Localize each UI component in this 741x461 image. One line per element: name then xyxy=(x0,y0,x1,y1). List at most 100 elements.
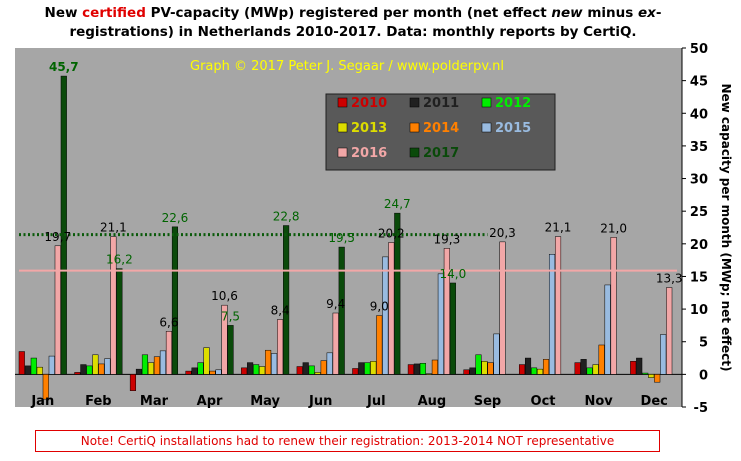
title-part-4: -registrations) in Netherlands 2010-2017… xyxy=(69,5,662,40)
bar-2010-jul xyxy=(352,368,359,375)
bar-2017-jan xyxy=(60,75,67,375)
bar-2012-may xyxy=(253,364,260,375)
y-tick-label: 0 xyxy=(699,368,708,383)
data-label-2016-nov: 21,0 xyxy=(600,221,627,235)
bar-2016-aug xyxy=(443,248,450,375)
warning-note: Note! CertiQ installations had to renew … xyxy=(35,430,660,452)
data-label-2017-jul: 24,7 xyxy=(384,197,411,211)
bar-2017-aug xyxy=(449,282,456,375)
bar-2010-jan xyxy=(18,351,25,375)
bar-2011-mar xyxy=(135,368,143,375)
legend-swatch-2011 xyxy=(409,97,420,108)
x-tick-label-jul: Jul xyxy=(366,394,386,409)
data-label-2016-jul: 20,2 xyxy=(378,227,405,241)
y-tick-label: 20 xyxy=(690,238,708,253)
bar-2014-apr xyxy=(209,370,216,375)
bar-2014-jan xyxy=(42,374,49,400)
bar-2010-oct xyxy=(518,364,526,375)
bar-2013-may xyxy=(259,366,266,375)
reference-lines xyxy=(19,233,677,272)
y-tick-label: 30 xyxy=(690,173,708,188)
bar-2010-nov xyxy=(574,362,581,375)
bar-2014-oct xyxy=(542,359,550,375)
bar-2011-aug xyxy=(413,363,420,375)
bar-2015-feb xyxy=(104,358,111,375)
legend-label-2011: 2011 xyxy=(423,96,459,111)
bar-2012-oct xyxy=(530,367,538,375)
bar-2012-apr xyxy=(197,362,204,375)
y-tick-label: -5 xyxy=(694,401,708,416)
data-label-2016-may: 8,4 xyxy=(271,304,290,318)
data-label-2016-sep: 20,3 xyxy=(489,226,516,240)
bar-2010-feb xyxy=(74,372,81,375)
bar-2013-sep xyxy=(481,361,488,375)
x-tick-label-mar: Mar xyxy=(140,394,169,409)
bar-2011-oct xyxy=(524,357,532,375)
bar-2011-feb xyxy=(80,364,87,375)
bar-2015-dec xyxy=(660,334,667,375)
legend-swatch-2015 xyxy=(481,122,492,133)
data-label-2016-oct: 21,1 xyxy=(545,221,572,235)
title-italic-ex: ex xyxy=(637,5,656,21)
title-italic-new: new xyxy=(551,5,583,21)
y-axis-label: New capacity per month (MWp; net effect) xyxy=(719,83,733,371)
bar-2010-dec xyxy=(630,361,637,375)
bar-2013-jul xyxy=(370,361,377,375)
legend-label-2014: 2014 xyxy=(423,121,459,136)
bar-2012-mar xyxy=(141,354,149,375)
credit-text: Graph © 2017 Peter J. Segaar / www.polde… xyxy=(190,59,504,74)
bar-2012-jun xyxy=(308,365,315,375)
chart-title: New certified PV-capacity (MWp) register… xyxy=(8,4,698,42)
bar-2015-jun xyxy=(326,352,333,375)
bars-group xyxy=(18,75,673,400)
bar-2011-may xyxy=(247,362,254,375)
bar-2016-oct xyxy=(554,236,562,375)
bar-2013-jun xyxy=(314,372,321,375)
bar-2015-apr xyxy=(215,369,222,375)
bar-2013-dec xyxy=(648,374,655,378)
legend: 2010 2011 2012 2013 2014 2015 2016 2017 xyxy=(325,93,556,171)
bar-2011-sep xyxy=(469,367,476,375)
data-label-2017-jan: 45,7 xyxy=(49,60,79,74)
axis-lines xyxy=(15,48,683,407)
bar-2014-aug xyxy=(431,359,438,375)
legend-label-2017: 2017 xyxy=(423,146,459,161)
bar-2014-jun xyxy=(320,360,327,375)
bar-2012-jan xyxy=(30,357,37,375)
data-label-2017-apr: 7,5 xyxy=(221,309,240,323)
bar-2016-jan xyxy=(54,245,61,375)
bar-2011-apr xyxy=(191,367,198,375)
bar-2010-apr xyxy=(185,370,192,375)
legend-swatch-2012 xyxy=(481,97,492,108)
bar-2016-nov xyxy=(610,237,617,375)
y-tick-label: 45 xyxy=(690,75,708,90)
title-part-2: PV-capacity (MWp) registered per month (… xyxy=(145,5,552,21)
bar-2012-dec xyxy=(642,372,649,375)
legend-label-2013: 2013 xyxy=(351,121,387,136)
bar-2017-jun xyxy=(338,246,345,375)
bar-2014-may xyxy=(265,349,272,375)
bar-2011-jan xyxy=(24,365,31,375)
y-tick-label: 10 xyxy=(690,303,708,318)
bar-2013-apr xyxy=(203,347,210,375)
data-label-2017-feb: 16,2 xyxy=(106,253,133,267)
legend-swatch-2017 xyxy=(409,147,420,158)
x-tick-label-feb: Feb xyxy=(85,394,111,409)
bar-2014-sep xyxy=(487,362,494,375)
bar-2011-nov xyxy=(580,359,587,375)
bar-2016-jul xyxy=(388,242,395,375)
bar-2012-feb xyxy=(86,365,93,375)
data-label-2016-aug: 19,3 xyxy=(434,232,461,246)
bar-2015-aug xyxy=(437,273,444,375)
bar-2013-feb xyxy=(92,354,99,375)
bar-2013-mar xyxy=(147,362,155,375)
x-tick-label-nov: Nov xyxy=(584,394,613,409)
legend-swatch-2013 xyxy=(337,122,348,133)
data-labels: 45,7 19,7 21,1 16,2 6,6 22,6 10,6 7,5 8,4 22,8 9,4… xyxy=(44,60,682,329)
legend-swatch-2014 xyxy=(409,122,420,133)
bar-2016-dec xyxy=(666,287,673,375)
bar-2011-jul xyxy=(358,362,365,375)
bar-2015-sep xyxy=(493,333,500,375)
x-tick-label-dec: Dec xyxy=(641,394,668,409)
